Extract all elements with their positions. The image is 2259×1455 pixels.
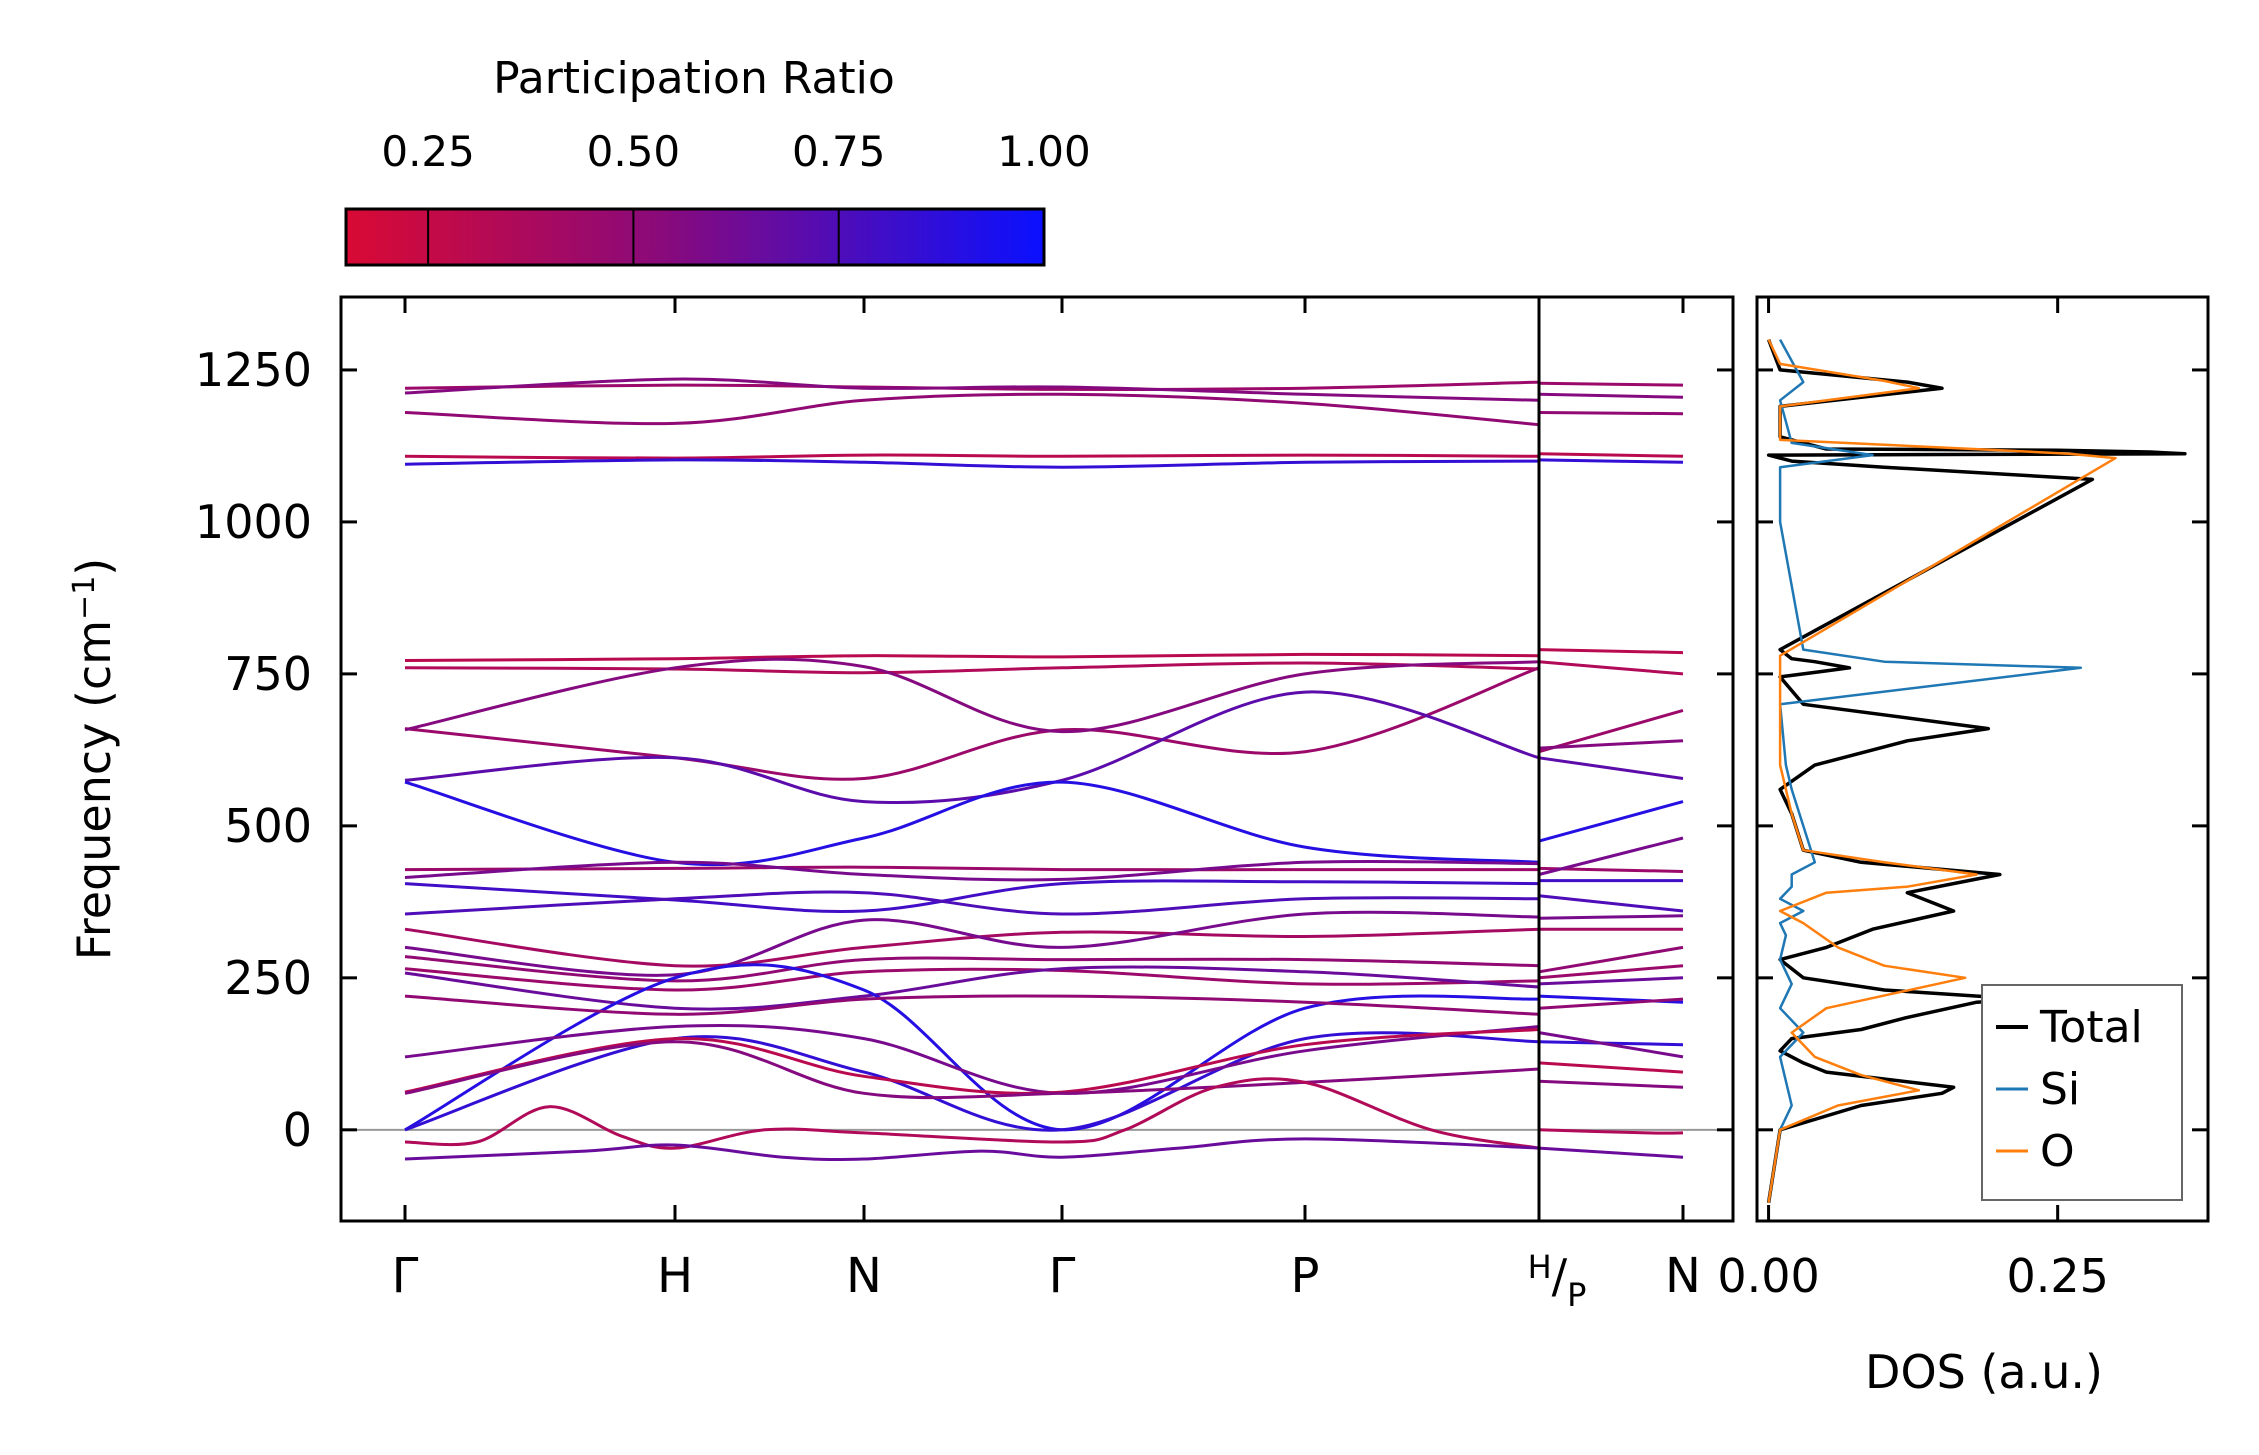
band-1110-segment-1 [404, 453, 1540, 460]
colorbar-tick-label: 0.50 [587, 127, 681, 176]
band-60-segment-2 [1538, 1061, 1684, 1074]
x-tick-label: H [657, 1248, 693, 1304]
band-190-segment-2 [1538, 997, 1684, 1010]
dos-x-tick-label: 0.00 [1717, 1249, 1819, 1303]
band-1220-segment-2 [1538, 381, 1684, 387]
band-soft-lower-segment-2 [1538, 1146, 1684, 1159]
dos-line-o [1767, 339, 2117, 1203]
x-tick-label: H/P [1528, 1248, 1587, 1314]
dos-legend: Total Si O [1981, 984, 2183, 1201]
colorbar-ticks: 0.25 0.50 0.75 1.00 [381, 127, 1091, 265]
band-300-segment-1 [404, 910, 1540, 977]
x-tick-label: Γ [1049, 1248, 1076, 1304]
band-1110-segment-2 [1538, 452, 1684, 458]
band-355-segment-1 [404, 890, 1540, 916]
band-655-segment-2 [1538, 739, 1684, 750]
band-1095-segment-1 [404, 458, 1540, 469]
colorbar-tick-label: 1.00 [997, 127, 1091, 176]
colorbar-tick-label: 0.75 [792, 127, 886, 176]
x-axis-ticks: Γ H N Γ P H/P N [392, 297, 1701, 1314]
band-415-segment-1 [404, 859, 1540, 882]
band-285-segment-1 [404, 955, 1540, 983]
band-258-segment-1 [404, 965, 1540, 1011]
dos-lines [1766, 338, 2187, 1204]
colorbar-gradient [344, 207, 1046, 267]
band-structure-frame [339, 295, 1735, 1223]
band-80-segment-2 [1538, 1079, 1684, 1089]
dos-x-tick-label: 0.25 [2006, 1249, 2108, 1303]
dos-x-axis-label: DOS (a.u.) [1865, 1345, 2103, 1399]
band-190-segment-1 [404, 994, 1540, 1016]
x-tick-label: Γ [392, 1248, 419, 1304]
band-1210-segment-1 [404, 377, 1540, 402]
band-1095-segment-2 [1538, 458, 1684, 464]
band-acoustic-high-segment-2 [1538, 994, 1684, 1004]
y-axis-ticks: 0 250 500 750 1000 1250 [195, 343, 1733, 1157]
band-758-segment-1 [404, 661, 1540, 675]
y-tick-label: 750 [224, 647, 312, 701]
y-axis-label-main: Frequency (cm [67, 620, 121, 960]
band-330-segment-1 [404, 927, 1540, 968]
band-1210-segment-2 [1538, 392, 1684, 399]
x-tick-label: N [1665, 1248, 1701, 1304]
x-tick-label-part: P [1567, 1276, 1586, 1314]
legend-label-o: O [2040, 1126, 2075, 1177]
dos-frame [1755, 295, 2210, 1223]
legend-frame [1981, 984, 2183, 1201]
band-soft-upper-segment-1 [404, 1077, 1540, 1150]
band-1180-segment-2 [1538, 411, 1684, 416]
colorbar: Participation Ratio 0.25 0.50 0.75 1.00 [344, 53, 1091, 267]
legend-label-total: Total [2039, 1002, 2143, 1053]
band-80-segment-1 [404, 1040, 1540, 1100]
legend-label-si: Si [2040, 1064, 2080, 1115]
band-soft-lower-segment-1 [404, 1137, 1540, 1161]
band-258-segment-2 [1538, 976, 1684, 986]
x-tick-label-part: H [1528, 1248, 1552, 1286]
colorbar-tick-label: 0.25 [381, 127, 475, 176]
dos-line-si [1767, 339, 2083, 1203]
y-axis-label-close: ) [67, 558, 121, 576]
y-tick-label: 250 [224, 951, 312, 1005]
band-570-segment-1 [404, 780, 1540, 867]
band-770-segment-2 [1538, 648, 1684, 655]
band-570-segment-2 [1538, 800, 1684, 843]
band-655-segment-1 [404, 657, 1540, 734]
band-265-segment-1 [404, 967, 1540, 992]
band-acoustic-mid-segment-1 [404, 1031, 1540, 1132]
y-tick-label: 1250 [195, 343, 312, 397]
band-300-segment-2 [1538, 914, 1684, 920]
y-tick-label: 500 [224, 799, 312, 853]
band-660-segment-1 [404, 666, 1540, 781]
dos-line-total [1766, 338, 2187, 1204]
band-170-segment-1 [404, 1023, 1540, 1095]
x-tick-label: P [1291, 1248, 1320, 1304]
band-265-segment-2 [1538, 964, 1684, 980]
band-soft-upper-segment-2 [1538, 1128, 1684, 1135]
dos-axis-ticks: 0.00 0.25 [1717, 297, 2208, 1303]
band-758-segment-2 [1538, 660, 1684, 676]
colorbar-label: Participation Ratio [493, 53, 895, 104]
band-430-segment-2 [1538, 866, 1684, 873]
band-285-segment-2 [1538, 945, 1684, 974]
band-60-segment-1 [404, 1028, 1540, 1095]
band-355-segment-2 [1538, 894, 1684, 913]
phonon-bands [404, 377, 1684, 1161]
band-415-segment-2 [1538, 836, 1684, 876]
band-575-segment-1 [404, 690, 1540, 805]
y-tick-label: 0 [283, 1103, 312, 1157]
band-575-segment-2 [1538, 756, 1684, 780]
x-tick-label-part: / [1552, 1249, 1568, 1303]
band-1180-segment-1 [404, 392, 1540, 427]
band-770-segment-1 [404, 652, 1540, 662]
dos-panel: 0.00 0.25 DOS (a.u.) Total Si O [1717, 295, 2210, 1399]
y-axis-label-exponent: −1 [67, 576, 102, 620]
band-430-segment-1 [404, 865, 1539, 872]
y-axis-label: Frequency (cm−1) [67, 558, 121, 961]
x-tick-label: N [846, 1248, 882, 1304]
band-405-segment-1 [404, 879, 1540, 913]
y-tick-label: 1000 [195, 495, 312, 549]
band-170-segment-2 [1538, 1031, 1684, 1059]
